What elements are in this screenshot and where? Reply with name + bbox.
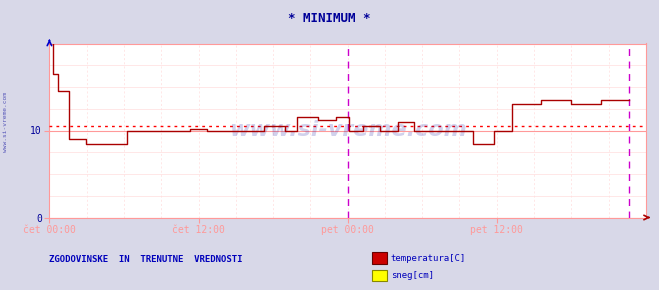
Text: sneg[cm]: sneg[cm] <box>391 271 434 280</box>
Text: ZGODOVINSKE  IN  TRENUTNE  VREDNOSTI: ZGODOVINSKE IN TRENUTNE VREDNOSTI <box>49 255 243 264</box>
Text: www.si-vreme.com: www.si-vreme.com <box>229 121 467 140</box>
Text: temperatura[C]: temperatura[C] <box>391 253 466 263</box>
Text: * MINIMUM *: * MINIMUM * <box>288 12 371 25</box>
Text: www.si-vreme.com: www.si-vreme.com <box>3 92 8 152</box>
